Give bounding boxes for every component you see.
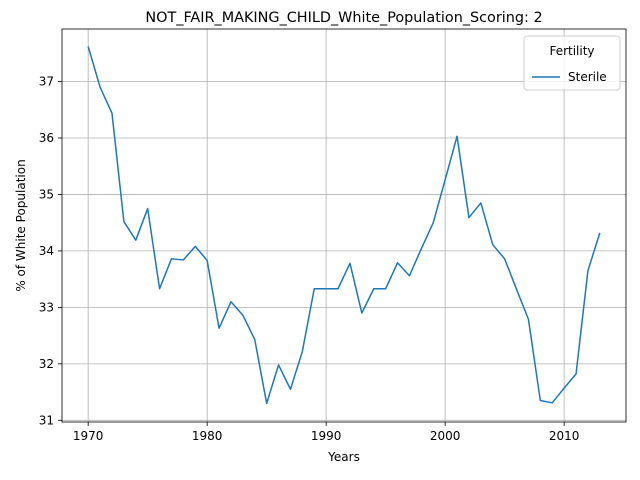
y-axis-label: % of White Population xyxy=(14,159,28,291)
legend-title: Fertility xyxy=(549,44,594,58)
y-tick-label: 35 xyxy=(39,187,54,201)
plot-frame xyxy=(61,28,627,423)
x-tick-label: 2000 xyxy=(430,429,461,443)
grid-lines xyxy=(62,29,626,422)
x-axis-label: Years xyxy=(327,450,360,464)
chart-title: NOT_FAIR_MAKING_CHILD_White_Population_S… xyxy=(145,10,542,26)
y-tick-label: 36 xyxy=(39,131,54,145)
y-axis-ticks: 31 32 33 34 35 36 37 xyxy=(39,75,62,427)
y-tick-label: 31 xyxy=(39,413,54,427)
x-tick-label: 1970 xyxy=(73,429,104,443)
x-tick-label: 2010 xyxy=(549,429,580,443)
legend: Fertility Sterile xyxy=(523,35,621,91)
series-line-sterile xyxy=(87,46,601,405)
x-tick-label: 1990 xyxy=(311,429,342,443)
y-tick-label: 34 xyxy=(39,244,54,258)
x-axis-ticks: 1970 1980 1990 2000 2010 xyxy=(73,422,579,443)
y-tick-label: 32 xyxy=(39,357,54,371)
y-tick-label: 33 xyxy=(39,300,54,314)
x-tick-label: 1980 xyxy=(192,429,223,443)
legend-label-sterile: Sterile xyxy=(568,70,607,84)
y-tick-label: 37 xyxy=(39,75,54,89)
